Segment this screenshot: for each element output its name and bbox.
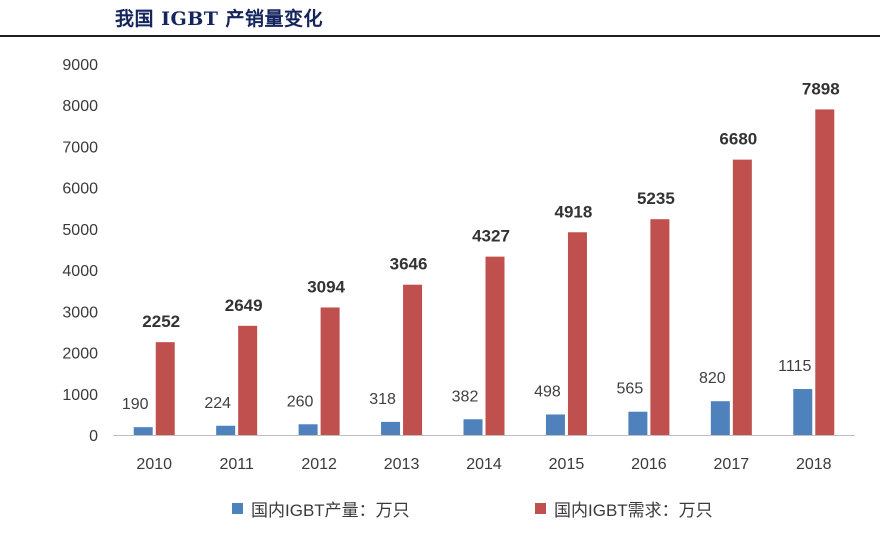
data-label-demand: 4327 — [472, 227, 510, 246]
chart-title: 我国 IGBT 产销量变化 — [115, 8, 324, 30]
bar-demand — [815, 109, 835, 436]
data-label-demand: 2649 — [225, 296, 263, 315]
x-tick-label: 2016 — [631, 456, 667, 473]
data-label-production: 260 — [287, 393, 314, 410]
bar-demand — [567, 232, 587, 435]
bar-chart: 0 1000 2000 3000 4000 5000 6000 7000 8000 9000 190… — [62, 57, 855, 473]
bar-production — [463, 419, 483, 435]
bar-demand — [403, 284, 423, 435]
bar-production — [216, 425, 236, 435]
y-tick-label: 2000 — [62, 346, 98, 363]
data-label-production: 224 — [204, 395, 231, 412]
legend-swatch-production — [232, 503, 243, 514]
x-tick-label: 2015 — [549, 456, 585, 473]
legend-label-demand: 国内IGBT需求：万只 — [554, 501, 713, 520]
legend-swatch-demand — [535, 503, 546, 514]
bar-demand — [320, 307, 340, 435]
bar-demand — [155, 342, 175, 435]
data-label-demand: 3094 — [307, 277, 345, 296]
bar-production — [298, 424, 318, 435]
x-tick-label: 2018 — [796, 456, 832, 473]
x-tick-label: 2010 — [136, 456, 172, 473]
bar-demand — [485, 256, 505, 435]
data-label-production: 820 — [699, 370, 726, 387]
x-tick-label: 2013 — [384, 456, 420, 473]
y-tick-label: 8000 — [62, 98, 98, 115]
data-label-production: 565 — [617, 381, 644, 398]
bar-demand — [238, 325, 258, 435]
bar-production — [628, 411, 648, 435]
y-tick-label: 1000 — [62, 387, 98, 404]
data-label-demand: 2252 — [142, 312, 180, 331]
title-divider — [0, 35, 880, 37]
y-tick-label: 9000 — [62, 57, 98, 74]
y-tick-label: 0 — [89, 428, 98, 445]
bar-demand — [732, 159, 752, 435]
legend-item-production: 国内IGBT产量：万只 — [232, 496, 410, 521]
legend-label-production: 国内IGBT产量：万只 — [251, 501, 410, 520]
bar-demand — [650, 219, 670, 435]
bar-production — [710, 401, 730, 435]
data-label-production: 318 — [369, 391, 396, 408]
y-tick-label: 6000 — [62, 181, 98, 198]
data-label-production: 382 — [452, 388, 479, 405]
x-tick-label: 2017 — [714, 456, 750, 473]
x-tick-label: 2014 — [466, 456, 502, 473]
data-label-demand: 3646 — [390, 255, 428, 274]
bar-production — [545, 414, 565, 435]
data-label-demand: 6680 — [719, 130, 757, 149]
data-label-production: 1115 — [778, 358, 811, 375]
legend-item-demand: 国内IGBT需求：万只 — [535, 496, 713, 521]
y-tick-label: 7000 — [62, 139, 98, 156]
bar-production — [133, 427, 153, 435]
y-tick-label: 3000 — [62, 304, 98, 321]
data-label-demand: 4918 — [555, 202, 593, 221]
x-tick-label: 2012 — [301, 456, 337, 473]
bar-production — [381, 421, 401, 435]
bar-production — [793, 389, 813, 435]
y-tick-label: 5000 — [62, 222, 98, 239]
data-label-demand: 5235 — [637, 189, 675, 208]
data-label-production: 498 — [534, 383, 561, 400]
y-tick-label: 4000 — [62, 263, 98, 280]
x-tick-label: 2011 — [219, 456, 254, 473]
data-label-demand: 7898 — [802, 79, 840, 98]
data-label-production: 190 — [122, 396, 149, 413]
